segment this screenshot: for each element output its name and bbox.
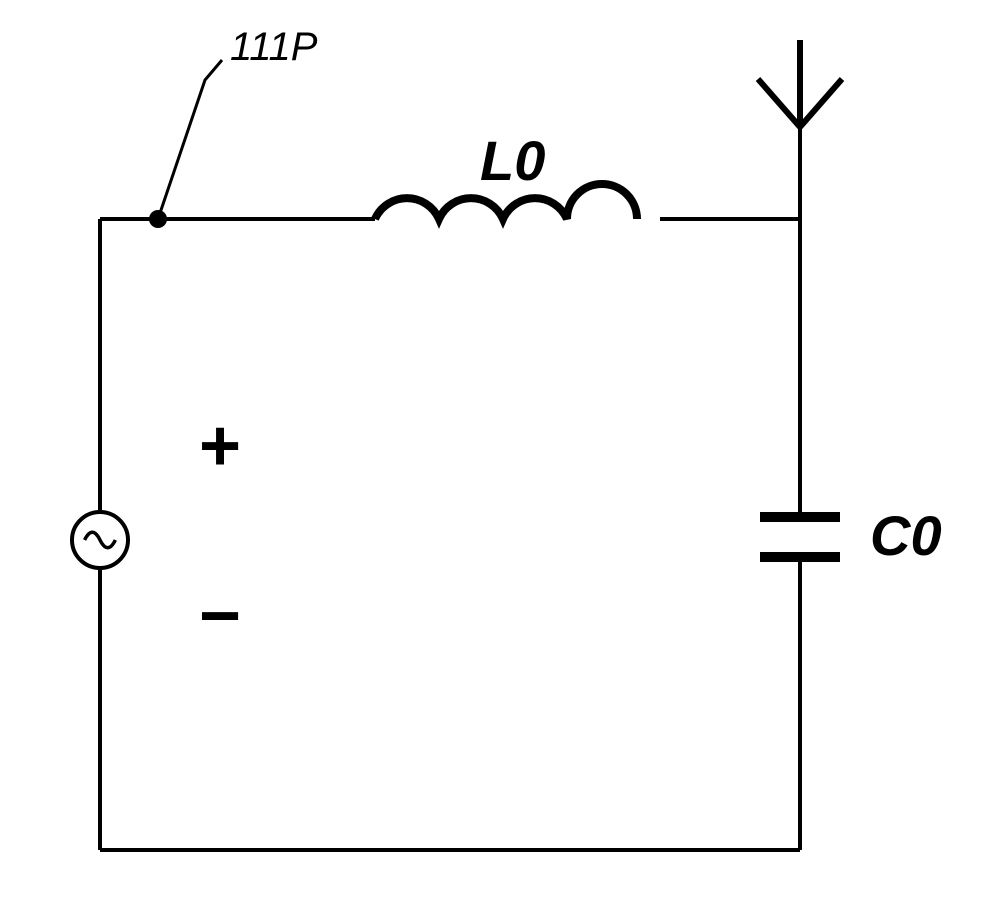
label-minus: − xyxy=(199,576,241,656)
label-l0: L0 xyxy=(480,129,545,192)
antenna-arm-left xyxy=(758,79,800,127)
label-plus: + xyxy=(199,406,241,486)
circuit-diagram: 111P L0 C0 + − xyxy=(0,0,1000,905)
antenna-arm-right xyxy=(800,79,842,127)
leader-111p xyxy=(158,60,222,219)
ac-source-sine xyxy=(85,532,116,547)
label-111p: 111P xyxy=(230,25,318,69)
label-c0: C0 xyxy=(870,504,942,567)
